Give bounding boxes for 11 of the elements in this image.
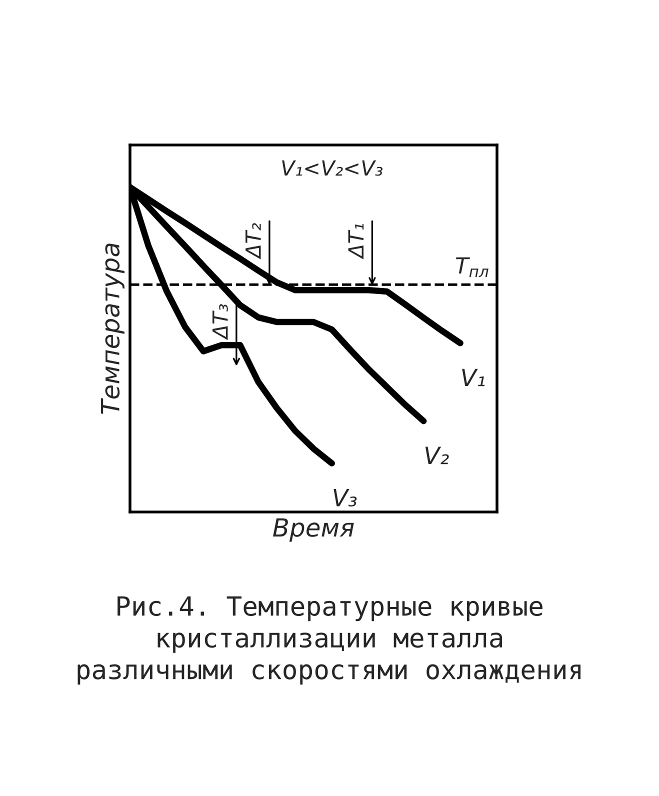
- text: V₁<V₂<V₃: [282, 160, 383, 176]
- y-axis-title: Температура: [101, 244, 124, 414]
- ref-line-label: T$_{пл}$: [456, 257, 488, 278]
- annotation: ΔT₃: [212, 304, 228, 340]
- series-label: V₂: [425, 446, 449, 464]
- x-axis-title: Время: [273, 518, 354, 542]
- text: Рис.4. Температурные кривые кристаллизации металла различными скоростями охлаждения: [78, 596, 580, 685]
- annotation: ΔT₂: [246, 223, 261, 260]
- series-label: V₁: [462, 368, 485, 386]
- annotation: ΔT₁: [348, 224, 364, 260]
- series-label: V₃: [334, 489, 357, 506]
